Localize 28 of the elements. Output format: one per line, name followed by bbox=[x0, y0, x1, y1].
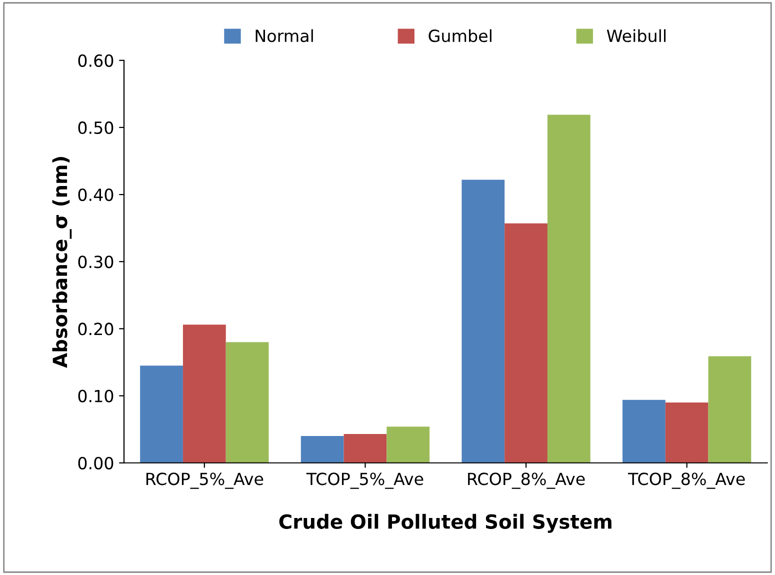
y-tick-label: 0.10 bbox=[78, 390, 114, 402]
legend-label: Normal bbox=[256, 29, 313, 42]
y-tick-label: 0.30 bbox=[78, 256, 114, 268]
bar bbox=[665, 402, 708, 463]
x-tick-label: RCOP_8%_Ave bbox=[468, 472, 585, 489]
y-tick-label: 0.00 bbox=[78, 456, 114, 470]
legend-label: Weibull bbox=[606, 29, 666, 42]
y-tick-label: 0.60 bbox=[78, 54, 114, 67]
bar bbox=[547, 114, 590, 463]
bar bbox=[708, 356, 752, 463]
bar bbox=[300, 436, 344, 463]
y-axis-title: Absorbance_σ (nm) bbox=[52, 156, 72, 368]
bar bbox=[140, 366, 183, 463]
y-tick-label: 0.50 bbox=[78, 121, 114, 134]
y-tick-label: 0.40 bbox=[78, 188, 114, 202]
bar bbox=[226, 342, 269, 463]
bar bbox=[504, 223, 548, 463]
bar bbox=[386, 426, 430, 463]
x-tick-label: TCOP_5%_Ave bbox=[306, 472, 424, 489]
bar bbox=[182, 324, 226, 463]
bar bbox=[462, 180, 505, 463]
x-axis-title: Crude Oil Polluted Soil System bbox=[279, 514, 612, 533]
x-tick-label: TCOP_8%_Ave bbox=[628, 472, 745, 489]
y-tick-label: 0.20 bbox=[78, 322, 114, 336]
bar bbox=[344, 434, 387, 463]
bar bbox=[622, 400, 666, 463]
x-tick-label: RCOP_5%_Ave bbox=[146, 472, 264, 489]
legend-label: Gumbel bbox=[428, 29, 492, 42]
